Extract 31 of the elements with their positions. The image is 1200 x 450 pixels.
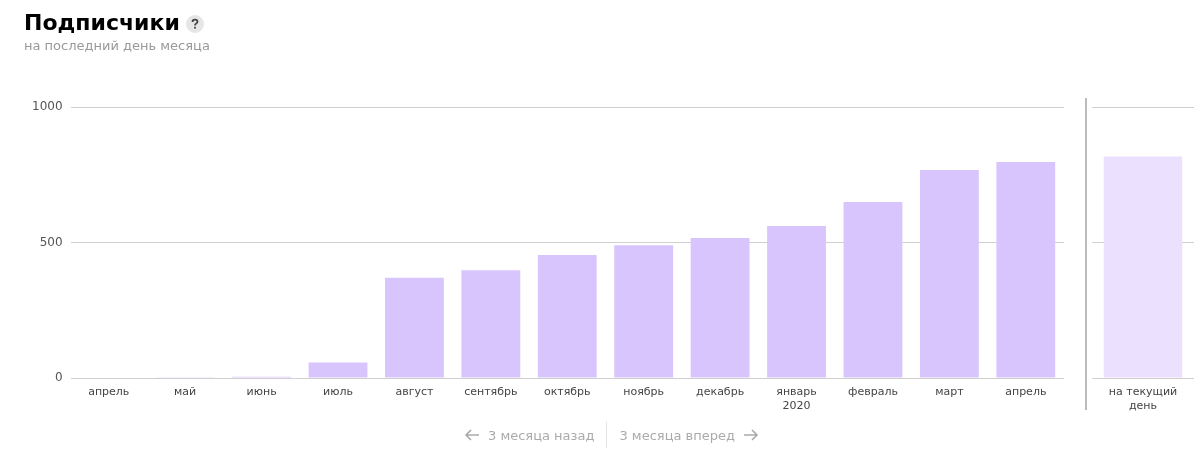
bar [308, 362, 368, 378]
bar [767, 226, 826, 378]
bar [996, 161, 1056, 378]
bar [919, 170, 979, 378]
text: 3 месяца назад [488, 427, 595, 443]
x-tick-label: июль [323, 385, 353, 399]
bar [843, 201, 903, 378]
x-tick-label: октябрь [543, 385, 591, 399]
bar [385, 277, 444, 378]
x-tick-label: февраль [848, 385, 898, 399]
bar [461, 270, 521, 378]
bar [537, 255, 597, 378]
bar [690, 238, 750, 378]
bar [614, 245, 674, 378]
text: 3 месяца вперед [619, 427, 735, 443]
chart-title: Подписчики [24, 10, 181, 35]
x-tick-label: март [935, 385, 965, 399]
x-tick-label: июнь [246, 385, 277, 399]
x-tick-label: декабрь [696, 385, 745, 399]
chart-subtitle: на последний день месяца [24, 38, 210, 53]
x-tick-label: январь 2020 [776, 385, 817, 412]
y-tick-label: 500 [39, 234, 63, 249]
x-tick-label: май [174, 385, 197, 399]
x-tick-label: на текущий день [1108, 385, 1178, 412]
y-tick-label: 0 [54, 370, 63, 385]
x-tick-label: апрель [1005, 385, 1047, 399]
x-tick-label: сентябрь [464, 385, 518, 399]
x-tick-label: август [395, 385, 435, 399]
x-tick-label: апрель [88, 385, 130, 399]
y-tick-label: 1000 [31, 99, 63, 114]
x-tick-label: ноябрь [623, 385, 665, 399]
